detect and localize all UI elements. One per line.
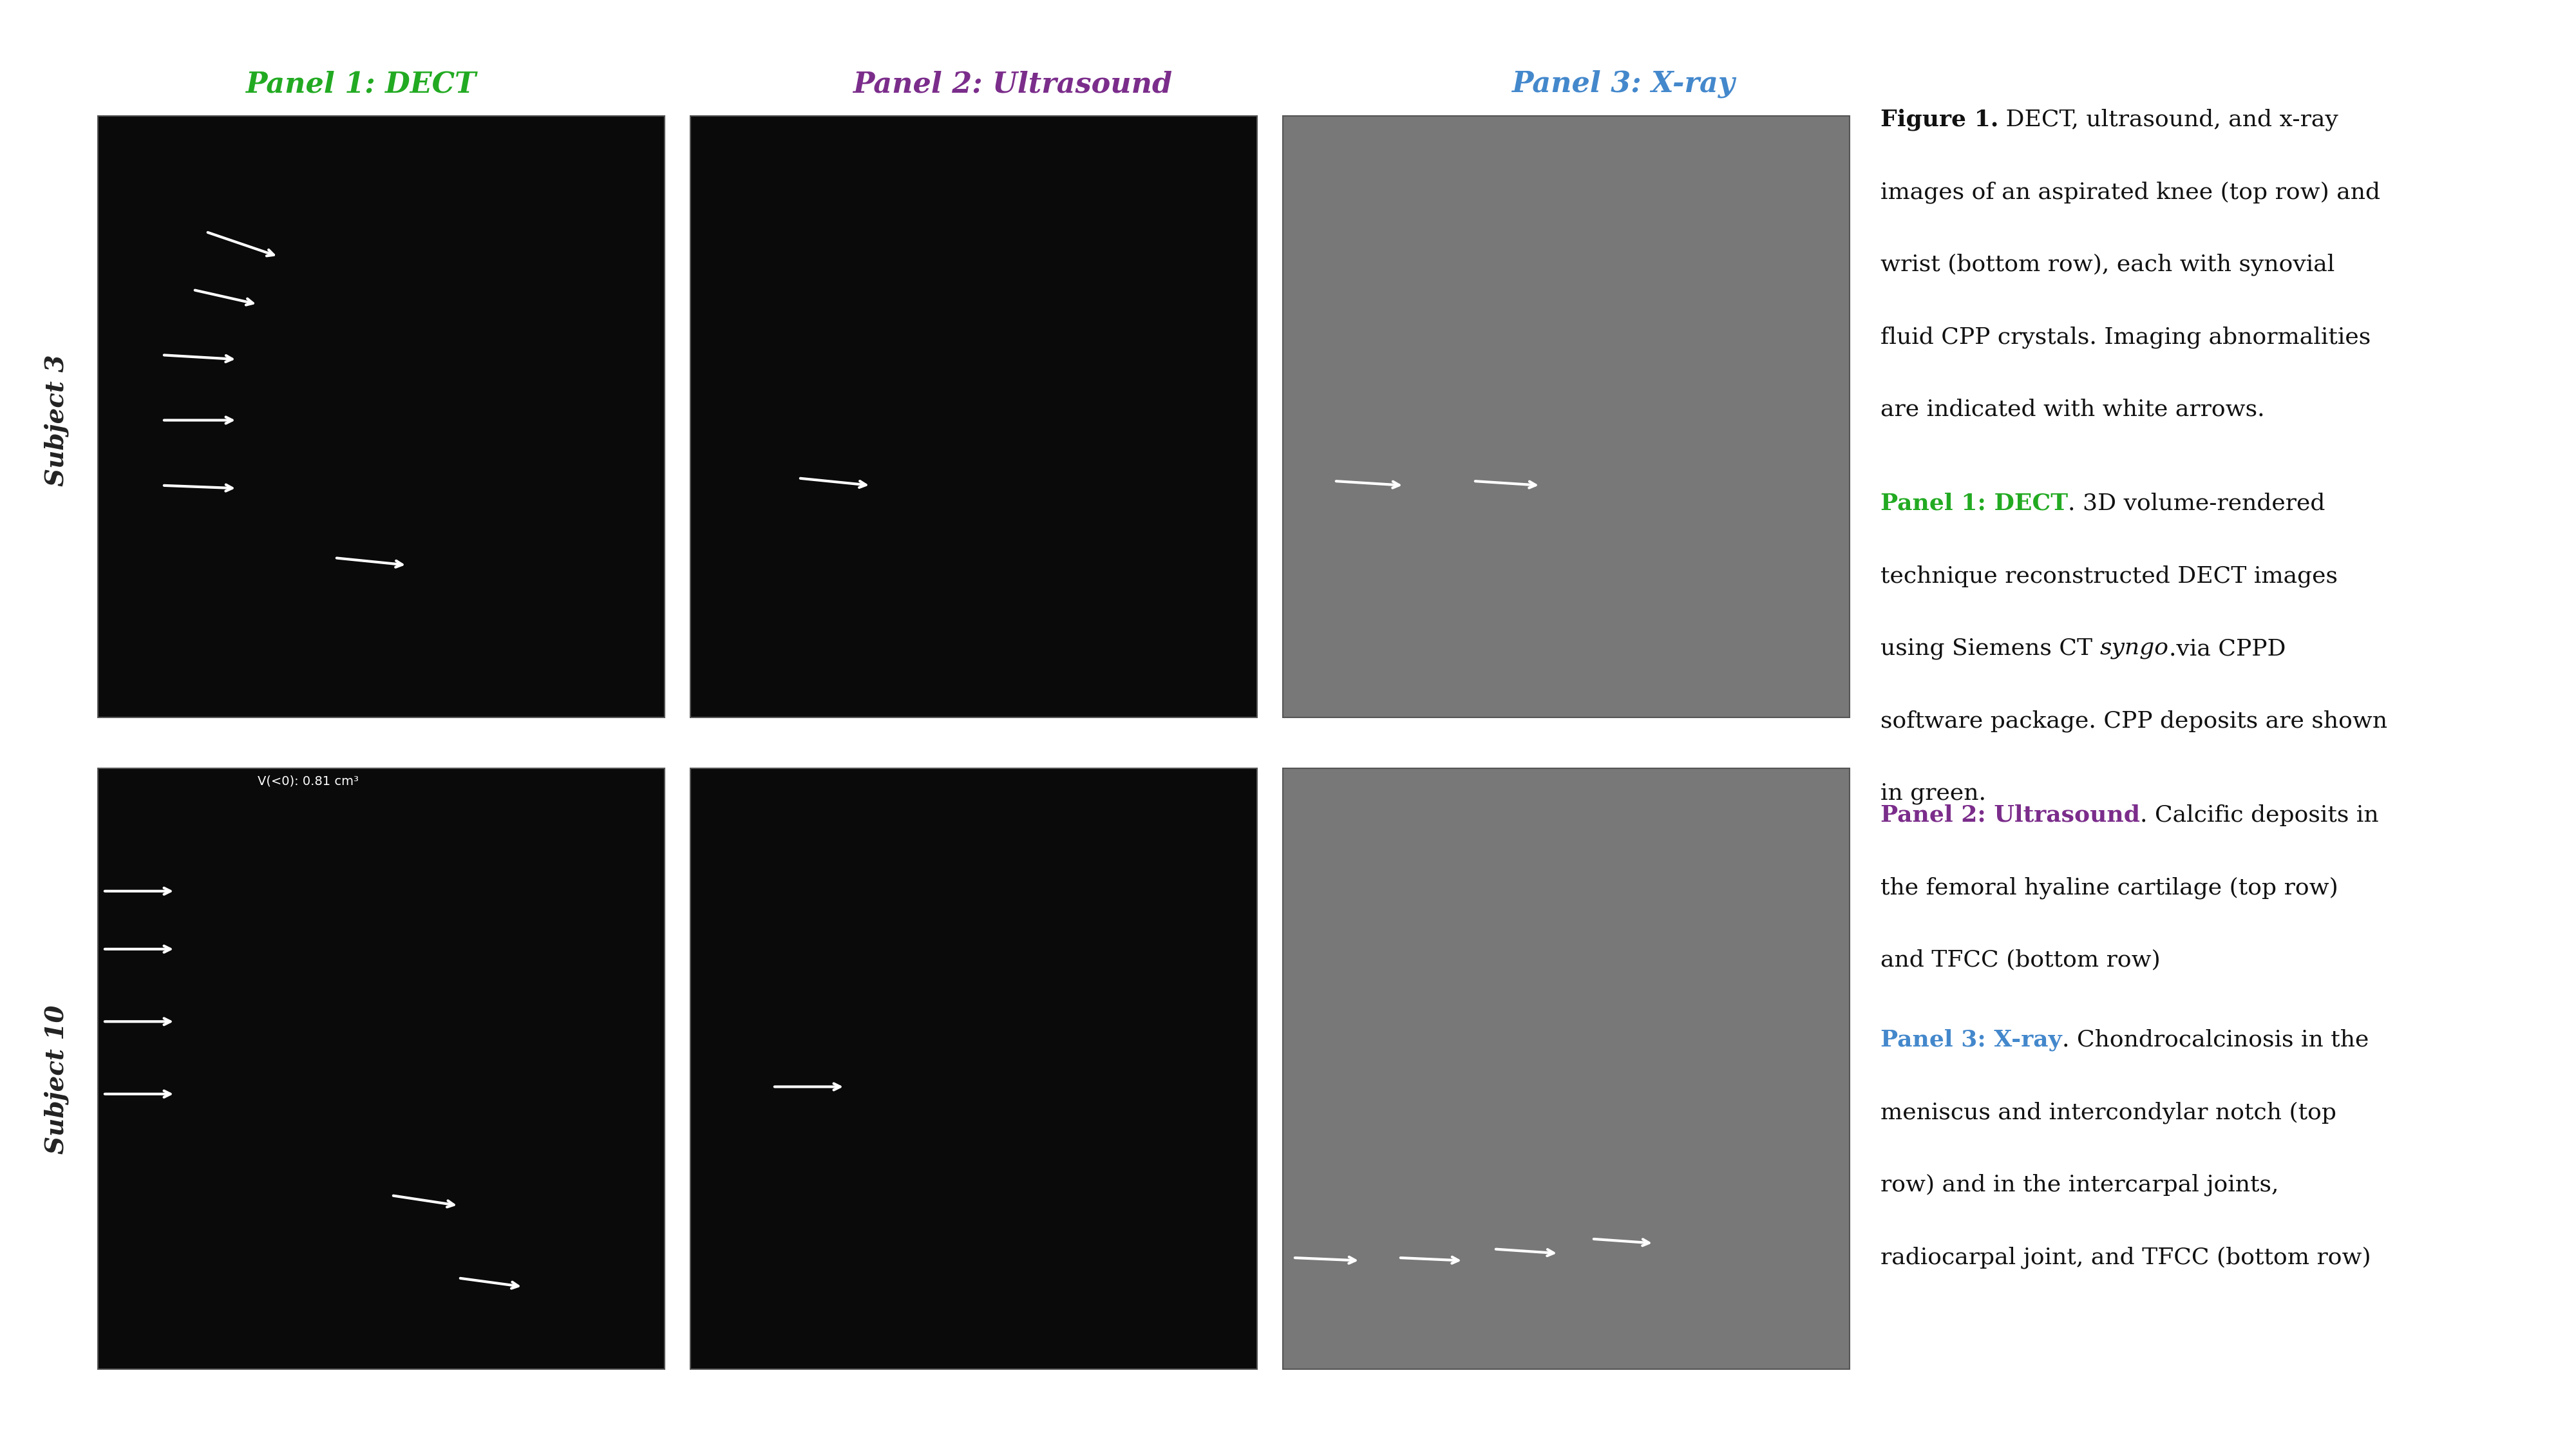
Text: . Calcific deposits in: . Calcific deposits in [2141, 804, 2378, 826]
Text: Panel 3: X-ray: Panel 3: X-ray [1880, 1029, 2061, 1051]
Bar [1283, 768, 1850, 1369]
Text: in green.: in green. [1880, 782, 1986, 804]
Text: Figure 1.: Figure 1. [1880, 109, 1999, 130]
Text: fluid CPP crystals. Imaging abnormalities: fluid CPP crystals. Imaging abnormalitie… [1880, 326, 2370, 348]
Text: row) and in the intercarpal joints,: row) and in the intercarpal joints, [1880, 1174, 2280, 1195]
Text: radiocarpal joint, and TFCC (bottom row): radiocarpal joint, and TFCC (bottom row) [1880, 1246, 2370, 1268]
Text: images of an aspirated knee (top row) and: images of an aspirated knee (top row) an… [1880, 181, 2380, 203]
Bar [690, 116, 1257, 717]
Text: DECT, ultrasound, and x-ray: DECT, ultrasound, and x-ray [1999, 109, 2339, 130]
Text: are indicated with white arrows.: are indicated with white arrows. [1880, 398, 2264, 420]
Text: Subject 3: Subject 3 [44, 355, 70, 485]
Text: software package. CPP deposits are shown: software package. CPP deposits are shown [1880, 710, 2388, 732]
Bar [1283, 116, 1850, 717]
Text: V(<0): 0.81 cm³: V(<0): 0.81 cm³ [258, 775, 358, 787]
Text: meniscus and intercondylar notch (top: meniscus and intercondylar notch (top [1880, 1101, 2336, 1123]
Text: Panel 3: X-ray: Panel 3: X-ray [1512, 70, 1734, 99]
Bar [690, 768, 1257, 1369]
Text: and TFCC (bottom row): and TFCC (bottom row) [1880, 949, 2161, 971]
Text: .via CPPD: .via CPPD [2169, 638, 2285, 659]
Text: technique reconstructed DECT images: technique reconstructed DECT images [1880, 565, 2339, 587]
Bar [98, 768, 665, 1369]
Text: wrist (bottom row), each with synovial: wrist (bottom row), each with synovial [1880, 254, 2334, 275]
Text: Subject 10: Subject 10 [44, 1006, 70, 1153]
Text: Panel 2: Ultrasound: Panel 2: Ultrasound [1880, 804, 2141, 826]
Text: Panel 1: DECT: Panel 1: DECT [245, 70, 477, 99]
Text: the femoral hyaline cartilage (top row): the femoral hyaline cartilage (top row) [1880, 877, 2339, 898]
Text: . 3D volume-rendered: . 3D volume-rendered [2069, 493, 2326, 514]
Text: using Siemens CT: using Siemens CT [1880, 638, 2099, 659]
Text: syngo: syngo [2099, 638, 2169, 659]
Text: . Chondrocalcinosis in the: . Chondrocalcinosis in the [2061, 1029, 2370, 1051]
Bar [98, 116, 665, 717]
Text: Panel 1: DECT: Panel 1: DECT [1880, 493, 2069, 514]
Text: Panel 2: Ultrasound: Panel 2: Ultrasound [853, 70, 1172, 99]
